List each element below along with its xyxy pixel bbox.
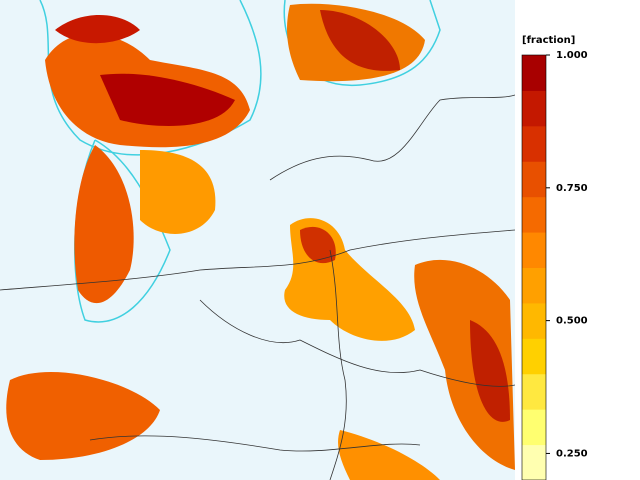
field [414, 259, 515, 470]
field [6, 371, 160, 460]
field [320, 10, 400, 71]
field [140, 150, 216, 234]
field [338, 430, 440, 480]
colorbar-band [522, 373, 546, 410]
colorbar-tick-label: 0.500 [556, 316, 588, 327]
border [199, 299, 516, 387]
colorbar-band [522, 196, 546, 233]
border [0, 229, 516, 291]
borders [0, 94, 516, 480]
colorbar-band [522, 409, 546, 446]
field [470, 320, 510, 422]
colorbar-band [522, 267, 546, 304]
colorbar-tick-label: 0.750 [556, 183, 588, 194]
border [89, 435, 421, 452]
fraction-field [6, 3, 515, 480]
colorbar-band [522, 302, 546, 339]
border [269, 94, 516, 181]
field [100, 73, 235, 126]
colorbar-band [522, 444, 546, 480]
border [329, 249, 347, 480]
map [0, 0, 516, 480]
field [74, 145, 134, 304]
field [55, 15, 140, 44]
colorbar-label: [fraction] [522, 35, 575, 46]
colorbar-band [522, 232, 546, 268]
colorbar-tick-label: 0.250 [556, 448, 588, 459]
colorbar-band [522, 338, 546, 375]
colorbar-band [522, 161, 546, 198]
colorbar-band [522, 125, 546, 162]
colorbar-frame [521, 54, 547, 480]
field [300, 226, 336, 264]
colorbar-tick-label: 1.000 [556, 50, 588, 61]
colorbar-band [522, 90, 546, 127]
colorbar-band [522, 55, 546, 91]
